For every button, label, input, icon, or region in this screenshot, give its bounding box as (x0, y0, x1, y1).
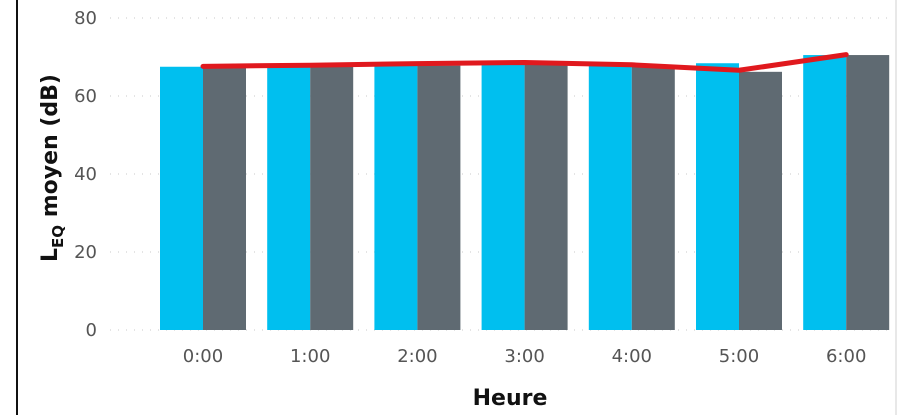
y-tick-labels: 0 20 40 60 80 (74, 8, 97, 341)
x-tick-label: 1:00 (290, 346, 330, 367)
y-axis-title: LEQ moyen (dB) (38, 74, 67, 262)
x-tick-label: 4:00 (612, 346, 652, 367)
bar-series1-5:00 (696, 63, 739, 331)
y-tick-label: 20 (74, 242, 97, 263)
line-series (200, 52, 849, 73)
x-tick-label: 5:00 (719, 346, 759, 367)
x-tick-label: 0:00 (183, 346, 223, 367)
bars (160, 55, 890, 331)
bar-series2-1:00 (310, 66, 354, 330)
x-tick-label: 6:00 (826, 346, 866, 367)
y-tick-label: 80 (74, 8, 97, 29)
bar-series1-1:00 (267, 65, 311, 330)
bar-series1-0:00 (160, 66, 203, 330)
y-tick-label: 40 (74, 164, 97, 185)
bar-series2-2:00 (417, 65, 461, 330)
bar-series1-6:00 (803, 55, 847, 331)
bar-series2-6:00 (846, 55, 890, 331)
bar-series2-3:00 (524, 64, 568, 331)
bar-series2-5:00 (739, 71, 782, 330)
bar-series2-4:00 (631, 66, 675, 331)
x-tick-labels: 0:00 1:00 2:00 3:00 4:00 5:00 6:00 (183, 346, 867, 367)
bar-series1-3:00 (481, 63, 525, 330)
y-axis-title-rest: moyen (dB) (38, 74, 63, 225)
line-series-path (200, 52, 849, 73)
y-axis-title-main: L (38, 248, 63, 262)
x-axis-title: Heure (473, 386, 548, 411)
y-tick-label: 0 (86, 320, 97, 341)
y-tick-label: 60 (74, 86, 97, 107)
bar-series1-2:00 (374, 64, 418, 331)
bar-series2-0:00 (203, 66, 246, 330)
x-tick-label: 3:00 (504, 346, 544, 367)
x-tick-label: 2:00 (397, 346, 437, 367)
y-axis-title-subscript: EQ (49, 225, 67, 248)
bar-series1-4:00 (588, 65, 632, 330)
